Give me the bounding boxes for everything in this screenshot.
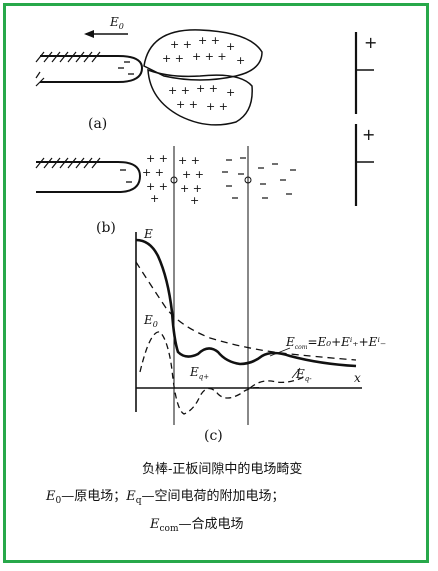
space-minus-charges	[222, 157, 296, 199]
svg-text:+: +	[236, 54, 245, 67]
svg-text:+: +	[150, 192, 159, 205]
svg-text:+ +: + +	[170, 38, 192, 51]
svg-text:+: +	[226, 40, 235, 53]
rod-outline	[40, 55, 144, 83]
y-axis-label: E	[143, 227, 153, 241]
rod-hatching	[35, 51, 101, 87]
svg-text:+ +: + +	[146, 152, 168, 165]
rod-hatching-b	[35, 157, 101, 169]
caption-line-2: E0—原电场；Eq—空间电荷的附加电场；	[46, 489, 285, 506]
panel-c-label: (c)	[204, 428, 223, 444]
caption-line-1: 负棒-正板间隙中的电场畸变	[142, 462, 303, 477]
label-eq-plus: Eq+	[189, 365, 209, 381]
label-ecom: Ecom=E₀+Eⁱ₊+Eⁱ₋	[285, 335, 386, 351]
curve-eq-plus	[139, 331, 263, 415]
cloud-plus-signs: + + + + + + + + + + + + + + + + + + + +	[162, 34, 245, 113]
svg-text:+ +: + +	[176, 98, 198, 111]
caption-line-3: Ecom—合成电场	[150, 517, 244, 534]
x-axis-label: x	[354, 371, 361, 385]
label-e0: E0	[143, 313, 158, 329]
field-label-e0: E0	[109, 15, 124, 31]
svg-text:+ +: + +	[180, 182, 202, 195]
rod-negative-charges-b	[120, 169, 132, 183]
panel-c: E x E0 Eq+ Eq- Ecom=E₀+Eⁱ₊+Eⁱ₋ (c)	[135, 227, 386, 444]
svg-text:+ +: + +	[198, 34, 220, 47]
svg-text:+ +: + +	[168, 84, 190, 97]
svg-text:+ +: + +	[146, 180, 168, 193]
svg-text:+ +: + +	[196, 82, 218, 95]
svg-text:+ + +: + + +	[192, 50, 227, 63]
figure-frame	[3, 3, 429, 563]
leader-eq-minus	[291, 367, 301, 379]
panel-b: + + + + + + + + + + + + + + (b) +	[35, 124, 375, 236]
rod-outline-b	[36, 161, 142, 193]
label-eq-minus: Eq-	[295, 367, 312, 383]
rod-negative-charges	[118, 61, 134, 75]
svg-text:+ +: + +	[178, 154, 200, 167]
space-plus-charges: + + + + + + + + + + + + + +	[142, 152, 204, 207]
svg-text:+ +: + +	[142, 166, 164, 179]
svg-text:+ +: + +	[206, 100, 228, 113]
svg-text:+ +: + +	[162, 52, 184, 65]
arrow-head	[84, 30, 94, 38]
plate-plus-b: +	[362, 125, 375, 144]
plate-plus-a: +	[364, 33, 377, 52]
leader-ecom	[269, 347, 291, 357]
panel-b-label: (b)	[96, 220, 116, 236]
curve-e0	[135, 261, 357, 361]
panel-a: E0 + + + + + + + + + + + + + + + + + + + + (a)	[35, 15, 377, 132]
positive-cloud-lower	[147, 68, 253, 126]
panel-a-label: (a)	[88, 116, 107, 132]
positive-cloud-upper	[143, 29, 263, 81]
svg-text:+: +	[226, 86, 235, 99]
svg-text:+: +	[190, 194, 199, 207]
svg-text:+ +: + +	[182, 168, 204, 181]
